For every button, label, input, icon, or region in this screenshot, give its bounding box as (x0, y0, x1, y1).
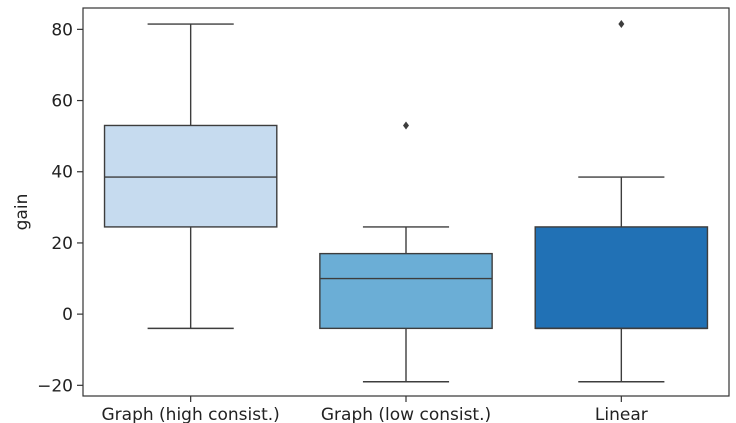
box-group (319, 121, 493, 383)
x-axis: Graph (high consist.) Graph (low consist.… (102, 396, 648, 423)
y-tick-label: 20 (51, 234, 73, 254)
plot-area (103, 20, 709, 383)
outlier-point (403, 121, 409, 130)
x-tick-label: Graph (high consist.) (102, 405, 280, 423)
outlier-point (618, 20, 625, 29)
box-body (103, 124, 278, 228)
y-tick-label: 0 (62, 305, 73, 325)
y-tick-label: 80 (51, 20, 73, 40)
x-tick-label: Linear (595, 405, 648, 423)
y-axis: −20 0 20 40 60 80 (37, 20, 83, 396)
box-body (319, 252, 493, 330)
y-axis-label: gain (12, 194, 32, 231)
y-tick-label: −20 (37, 376, 73, 396)
x-tick-label: Graph (low consist.) (321, 405, 491, 423)
y-tick-label: 40 (51, 163, 73, 183)
y-tick-label: 60 (51, 92, 73, 112)
box-group (534, 20, 709, 383)
box-group (103, 23, 278, 330)
box-body (534, 226, 709, 330)
